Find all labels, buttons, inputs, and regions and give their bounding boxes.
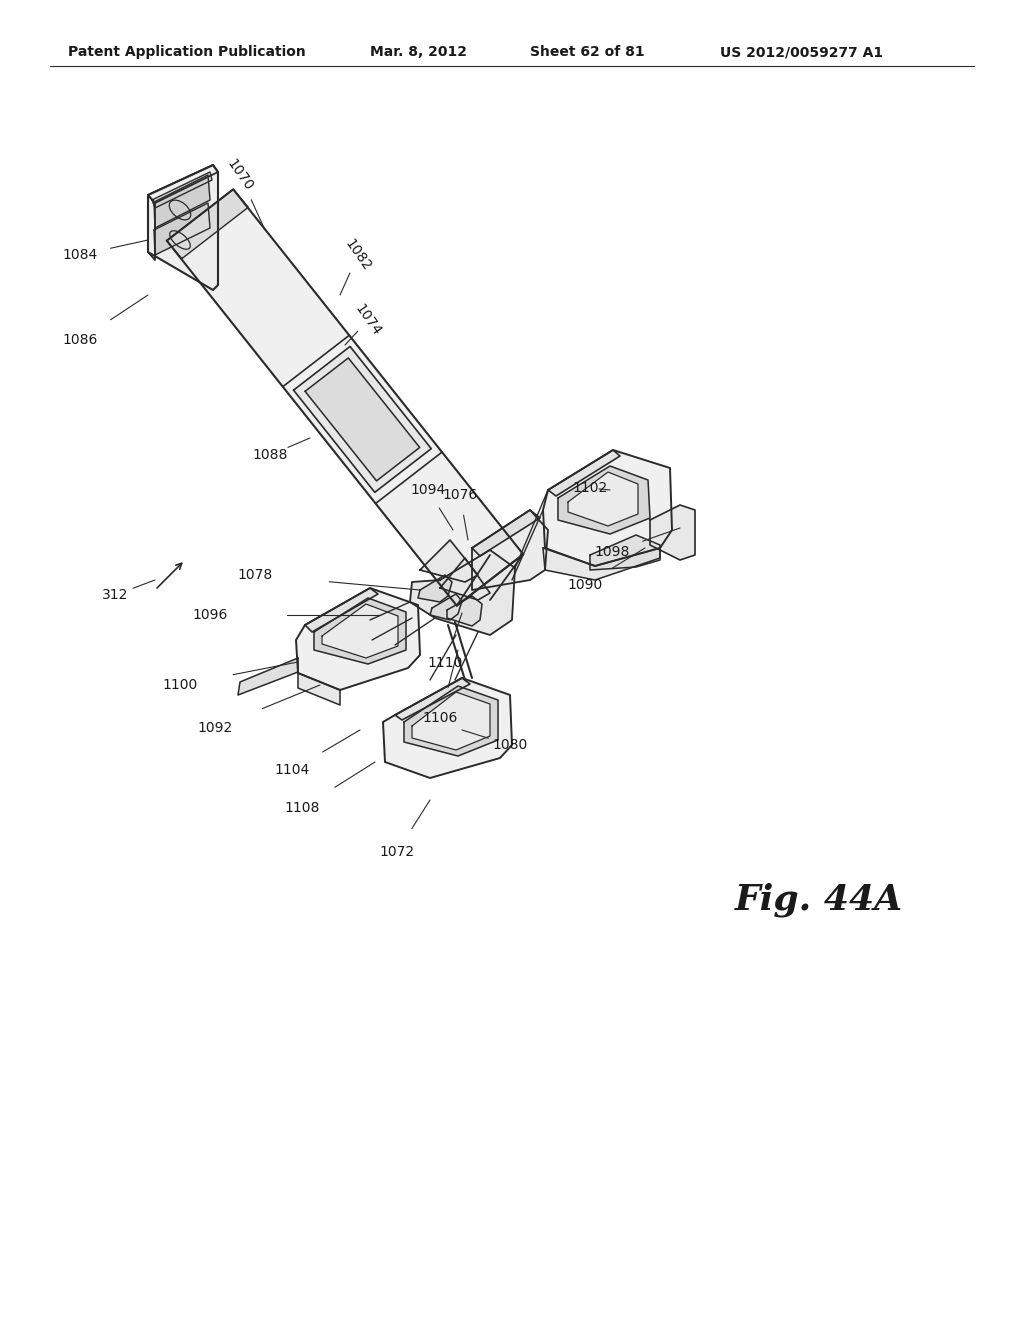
- Polygon shape: [472, 510, 548, 590]
- Text: 1086: 1086: [62, 333, 97, 347]
- Text: 1092: 1092: [198, 721, 232, 735]
- Text: 1108: 1108: [285, 801, 319, 814]
- Polygon shape: [420, 540, 478, 582]
- Text: 1096: 1096: [193, 609, 227, 622]
- Text: 1088: 1088: [252, 447, 288, 462]
- Polygon shape: [558, 466, 650, 535]
- Text: 1072: 1072: [380, 845, 415, 859]
- Polygon shape: [440, 558, 490, 601]
- Polygon shape: [548, 450, 620, 496]
- Text: 1076: 1076: [442, 488, 477, 502]
- Polygon shape: [383, 678, 512, 777]
- Text: Fig. 44A: Fig. 44A: [735, 883, 903, 917]
- Polygon shape: [148, 165, 218, 290]
- Polygon shape: [404, 686, 498, 756]
- Polygon shape: [447, 597, 482, 626]
- Polygon shape: [152, 172, 212, 209]
- Text: Sheet 62 of 81: Sheet 62 of 81: [530, 45, 645, 59]
- Text: 312: 312: [101, 587, 128, 602]
- Polygon shape: [148, 195, 155, 260]
- Text: US 2012/0059277 A1: US 2012/0059277 A1: [720, 45, 883, 59]
- Text: 1070: 1070: [224, 157, 256, 194]
- Polygon shape: [395, 678, 470, 719]
- Text: 1080: 1080: [493, 738, 527, 752]
- Text: Patent Application Publication: Patent Application Publication: [68, 45, 306, 59]
- Text: 1078: 1078: [238, 568, 272, 582]
- Text: 1106: 1106: [422, 711, 458, 725]
- Polygon shape: [472, 510, 540, 556]
- Polygon shape: [650, 506, 695, 560]
- Polygon shape: [543, 548, 660, 579]
- Polygon shape: [154, 176, 210, 228]
- Text: 1110: 1110: [427, 656, 463, 671]
- Text: 1102: 1102: [572, 480, 607, 495]
- Text: 1084: 1084: [62, 248, 97, 261]
- Text: 1098: 1098: [594, 545, 630, 558]
- Polygon shape: [305, 587, 378, 632]
- Polygon shape: [410, 550, 515, 635]
- Polygon shape: [412, 692, 490, 750]
- Polygon shape: [154, 203, 210, 255]
- Polygon shape: [543, 450, 672, 566]
- Polygon shape: [430, 594, 462, 620]
- Text: 1090: 1090: [567, 578, 603, 591]
- Polygon shape: [322, 605, 398, 657]
- Polygon shape: [167, 189, 523, 606]
- Text: Mar. 8, 2012: Mar. 8, 2012: [370, 45, 467, 59]
- Text: 1074: 1074: [352, 301, 384, 338]
- Polygon shape: [298, 673, 340, 705]
- Polygon shape: [294, 346, 431, 492]
- Polygon shape: [305, 358, 420, 480]
- Text: 1100: 1100: [163, 678, 198, 692]
- Polygon shape: [314, 598, 406, 664]
- Polygon shape: [590, 535, 660, 570]
- Polygon shape: [238, 657, 298, 696]
- Polygon shape: [418, 576, 452, 602]
- Polygon shape: [568, 473, 638, 525]
- Text: 1104: 1104: [274, 763, 309, 777]
- Text: 1094: 1094: [411, 483, 445, 498]
- Polygon shape: [148, 165, 218, 203]
- Polygon shape: [296, 587, 420, 690]
- Polygon shape: [167, 189, 248, 259]
- Text: 1082: 1082: [342, 236, 374, 273]
